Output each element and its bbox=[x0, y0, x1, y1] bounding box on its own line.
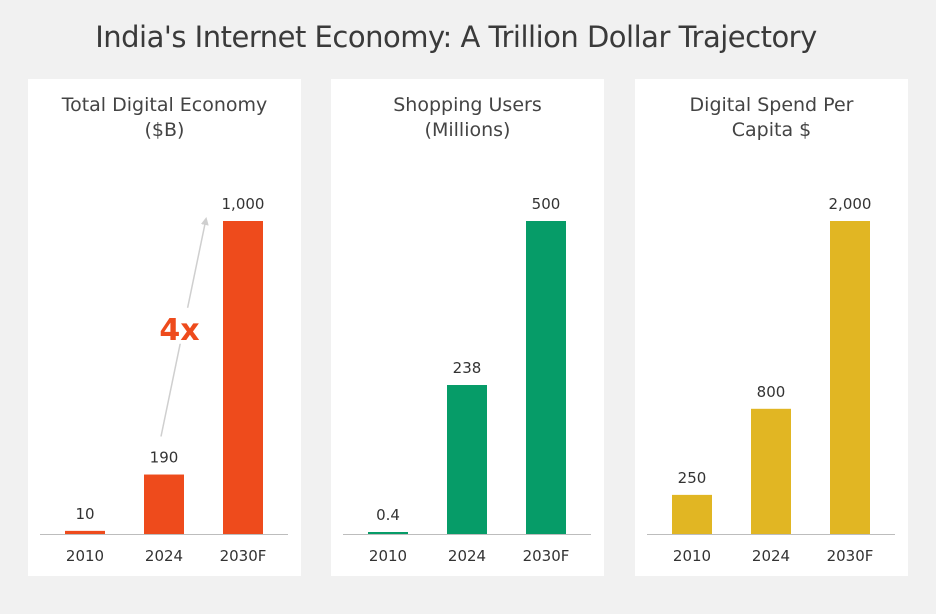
annotation-background bbox=[155, 307, 204, 344]
bar-2024 bbox=[751, 408, 791, 534]
value-label: 800 bbox=[757, 383, 786, 401]
value-label: 2,000 bbox=[829, 195, 872, 213]
value-label: 238 bbox=[453, 359, 482, 377]
chart-title: Total Digital Economy ($B) bbox=[61, 94, 268, 141]
value-label: 10 bbox=[75, 505, 94, 523]
value-label: 500 bbox=[532, 195, 561, 213]
x-tick-label: 2030F bbox=[220, 547, 267, 565]
x-tick-label: 2010 bbox=[369, 547, 407, 565]
bar-2024 bbox=[447, 385, 487, 534]
bar-chart: 0.4 2010 238 2024 500 2030F bbox=[343, 195, 591, 565]
bar-chart: 250 2010 800 2024 2,000 2030F bbox=[647, 195, 895, 565]
value-label: 190 bbox=[150, 449, 179, 467]
chart-panel-shopping-users: Shopping Users (Millions) 0.4 2010 238 2024… bbox=[331, 79, 604, 576]
bar-2030f bbox=[830, 221, 870, 534]
x-tick-label: 2030F bbox=[523, 547, 570, 565]
bar-2010 bbox=[65, 530, 105, 534]
bar-2030f bbox=[526, 221, 566, 534]
x-tick-label: 2010 bbox=[673, 547, 711, 565]
x-tick-label: 2030F bbox=[827, 547, 874, 565]
bar-2030f bbox=[223, 221, 263, 534]
bar-2010 bbox=[672, 494, 712, 534]
value-label: 0.4 bbox=[376, 506, 400, 524]
x-tick-label: 2010 bbox=[66, 547, 104, 565]
bar-2010 bbox=[368, 532, 408, 534]
chart-title: Digital Spend Per Capita $ bbox=[689, 94, 854, 141]
value-label: 1,000 bbox=[222, 195, 265, 213]
x-tick-label: 2024 bbox=[448, 547, 486, 565]
x-tick-label: 2024 bbox=[145, 547, 183, 565]
growth-multiplier-label: 4x bbox=[159, 313, 199, 348]
x-tick-label: 2024 bbox=[752, 547, 790, 565]
page-title: India's Internet Economy: A Trillion Dol… bbox=[95, 20, 817, 54]
chart-title: Shopping Users (Millions) bbox=[393, 94, 542, 141]
chart-panel-digital-spend: Digital Spend Per Capita $ 250 2010 800 202… bbox=[635, 79, 908, 576]
bar-chart: 10 2010 190 2024 1,000 2030F 4x bbox=[40, 195, 288, 565]
chart-panel-digital-economy: Total Digital Economy ($B) 10 2010 190 2024… bbox=[28, 79, 301, 576]
value-label: 250 bbox=[678, 469, 707, 487]
bar-2024 bbox=[144, 474, 184, 534]
